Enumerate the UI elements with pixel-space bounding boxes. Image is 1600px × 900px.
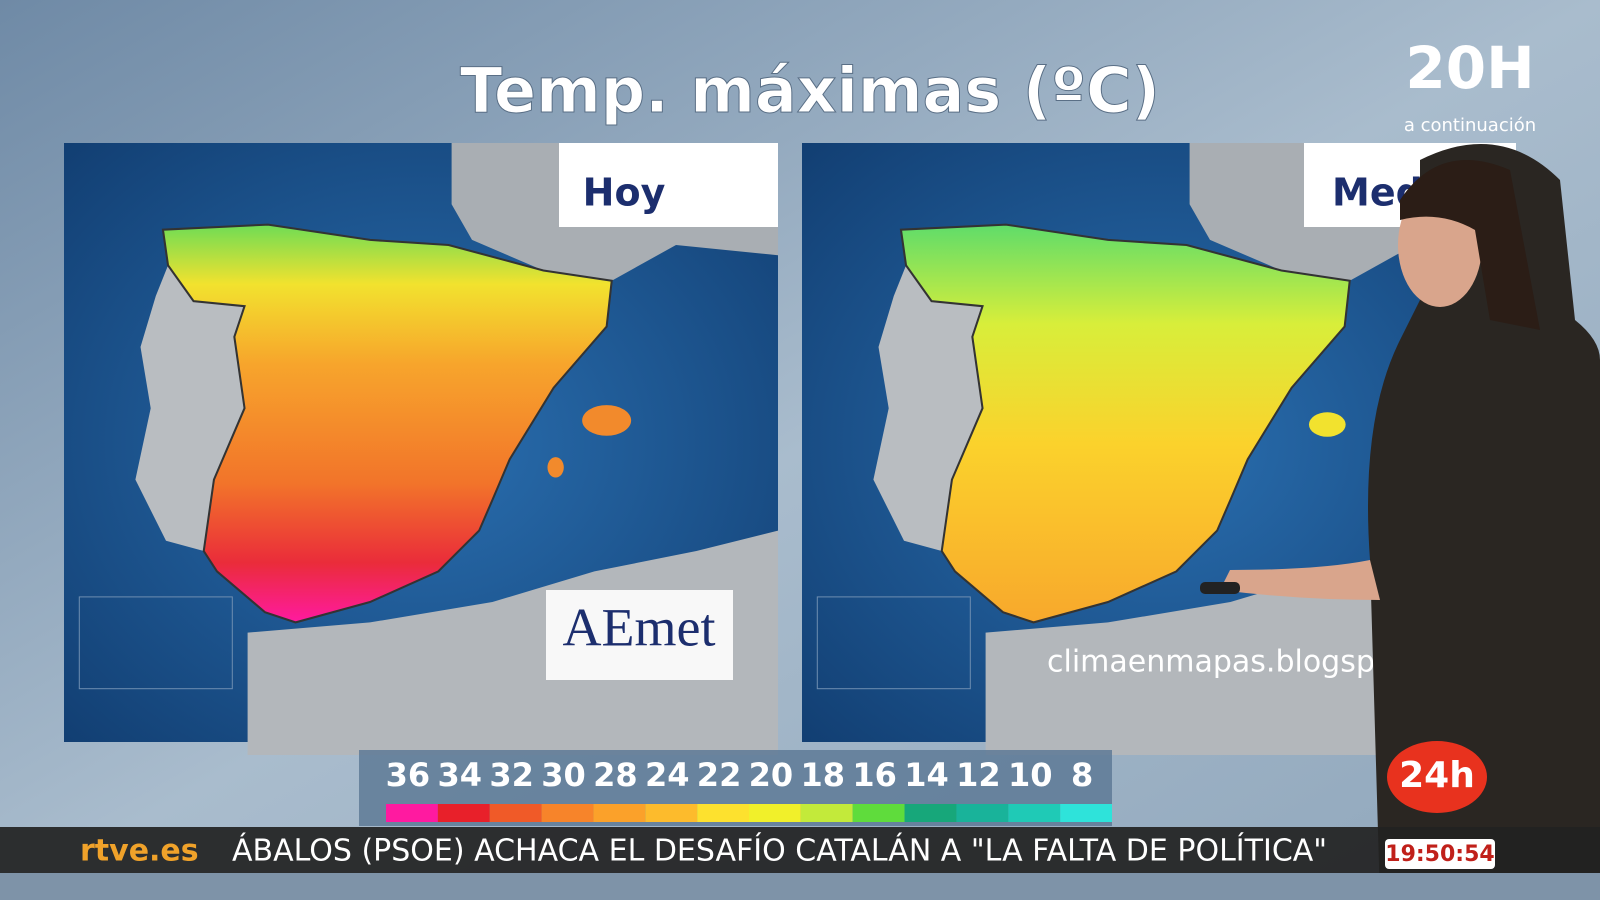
legend-value: 36 xyxy=(386,756,431,794)
legend-swatch xyxy=(437,804,490,822)
legend-swatch xyxy=(541,804,594,822)
legend-value: 10 xyxy=(1008,756,1053,794)
legend-swatch xyxy=(956,804,1009,822)
legend-swatch xyxy=(593,804,646,822)
legend-swatch xyxy=(749,804,801,822)
clock: 19:50:54 xyxy=(1385,842,1494,867)
label-box xyxy=(559,143,778,227)
legend-swatch xyxy=(904,804,957,822)
legend-value: 18 xyxy=(801,756,846,794)
legend-value: 28 xyxy=(593,756,638,794)
legend-value: 20 xyxy=(749,756,794,794)
legend-swatch xyxy=(386,804,438,822)
legend-swatch xyxy=(800,804,853,822)
credit: climaenmapas.blogspo xyxy=(1047,645,1393,680)
legend-value: 24 xyxy=(645,756,690,794)
legend-value: 34 xyxy=(438,756,483,794)
legend-value: 32 xyxy=(489,756,534,794)
ticker-bar xyxy=(0,827,1600,873)
legend-value: 16 xyxy=(852,756,897,794)
legend-value: 30 xyxy=(541,756,586,794)
program-name: 20H xyxy=(1405,34,1534,102)
ticker-base xyxy=(0,873,1600,900)
logo: AEmet xyxy=(563,597,716,657)
presenter xyxy=(1200,144,1600,900)
legend-swatch xyxy=(852,804,905,822)
legend-swatch xyxy=(1060,804,1112,822)
map-label: Hoy xyxy=(583,171,666,215)
clock-box xyxy=(1385,839,1495,869)
program-note: a continuación xyxy=(1404,115,1536,136)
legend-value: 12 xyxy=(956,756,1001,794)
channel-badge xyxy=(1387,741,1487,813)
title: Temp. máximas (ºC) xyxy=(460,54,1160,127)
legend-value: 22 xyxy=(697,756,742,794)
legend-swatch xyxy=(1008,804,1061,822)
map-today: Hoy AEmet xyxy=(64,143,779,755)
legend-value: 14 xyxy=(904,756,949,794)
headline: ÁBALOS (PSOE) ACHACA EL DESAFÍO CATALÁN … xyxy=(232,833,1327,869)
logo-box xyxy=(546,590,733,680)
channel-name: 24h xyxy=(1399,755,1475,796)
legend-swatch xyxy=(489,804,542,822)
brand: rtve.es xyxy=(80,834,199,869)
legend-value: 8 xyxy=(1071,756,1093,794)
legend-swatch xyxy=(697,804,749,822)
legend-swatch xyxy=(645,804,698,822)
legend: 36 34 32 30 28 24 22 20 18 16 14 12 10 8 xyxy=(386,756,1112,822)
